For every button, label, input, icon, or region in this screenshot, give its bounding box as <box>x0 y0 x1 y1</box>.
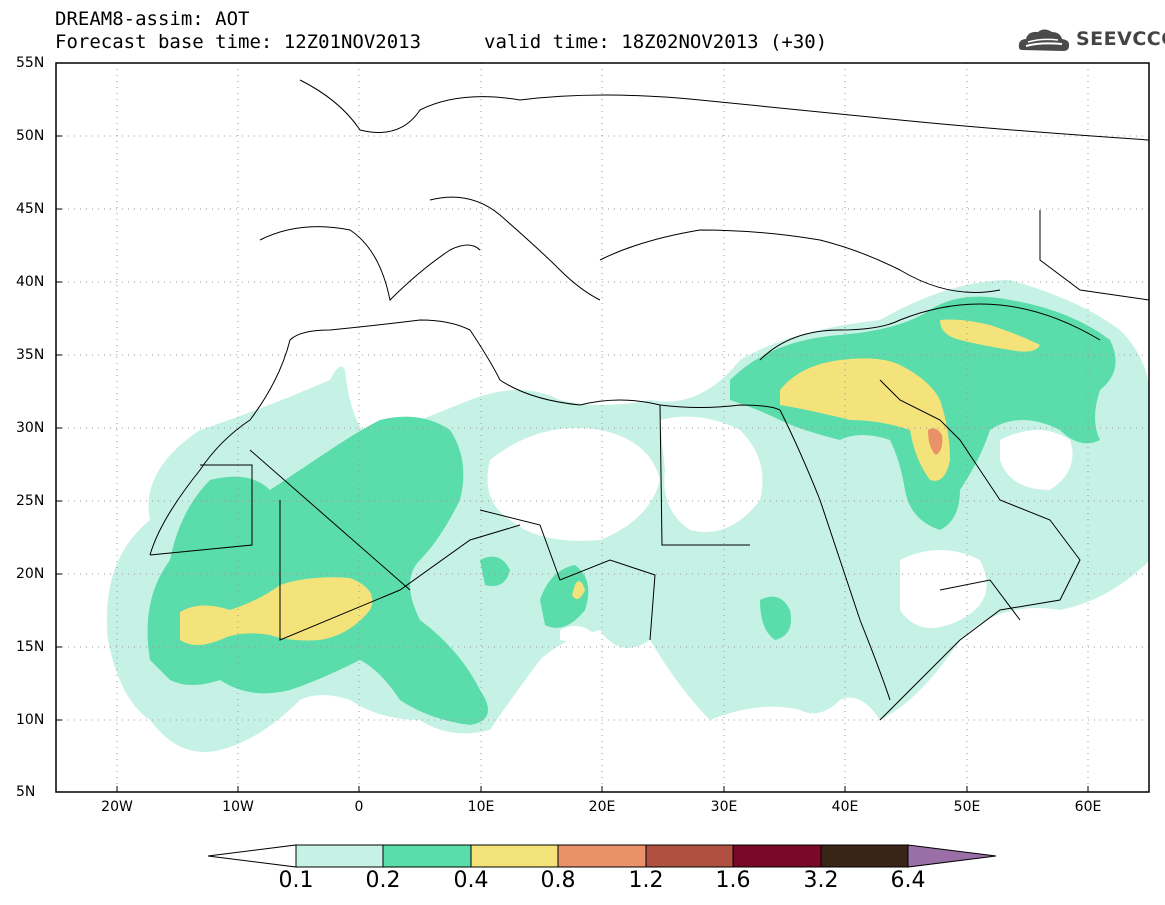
colorbar-segment-3 <box>470 844 559 868</box>
lat-label: 55N <box>16 55 45 71</box>
coastlines-and-borders <box>149 79 1149 721</box>
valid-time: valid time: 18Z02NOV2013 (+30) <box>484 31 828 53</box>
lat-label: 45N <box>16 201 45 217</box>
colorbar-label: 0.4 <box>453 868 489 893</box>
colorbar <box>207 844 997 868</box>
chart-title: DREAM8-assim: AOT <box>55 8 250 30</box>
cloud-logo-icon <box>1018 29 1070 51</box>
colorbar-label: 0.1 <box>278 868 314 893</box>
colorbar-segment-4 <box>557 844 647 868</box>
lat-label: 10N <box>16 712 45 728</box>
lat-label: 20N <box>16 566 45 582</box>
logo-text: SEEVCCC <box>1076 28 1165 50</box>
axis-ticks <box>56 135 1089 792</box>
colorbar-label: 3.2 <box>803 868 839 893</box>
colorbar-label: 6.4 <box>890 868 926 893</box>
lon-label: 60E <box>1074 799 1102 815</box>
aot-0.8-1.2-shading <box>928 428 943 455</box>
colorbar-label: 1.2 <box>628 868 664 893</box>
aot-0.4-0.8-shading <box>180 319 1040 645</box>
lon-label: 10W <box>222 799 254 815</box>
lat-label: 30N <box>16 420 45 436</box>
colorbar-segment-1 <box>295 844 384 868</box>
lon-label: 20W <box>101 799 133 815</box>
colorbar-under-arrow <box>207 844 297 868</box>
lat-label: 40N <box>16 274 45 290</box>
colorbar-label: 1.6 <box>715 868 751 893</box>
lon-label: 50E <box>953 799 981 815</box>
colorbar-label: 0.8 <box>540 868 576 893</box>
colorbar-over-arrow <box>907 844 997 868</box>
lat-label: 5N <box>16 784 36 800</box>
colorbar-label: 0.2 <box>365 868 401 893</box>
lon-label: 40E <box>831 799 859 815</box>
colorbar-segment-2 <box>382 844 472 868</box>
lat-label: 25N <box>16 493 45 509</box>
lon-label: 0 <box>354 799 364 815</box>
colorbar-segment-6 <box>732 844 822 868</box>
lon-label: 30E <box>710 799 738 815</box>
lon-label: 10E <box>467 799 495 815</box>
graticule <box>56 63 1149 792</box>
lat-label: 35N <box>16 347 45 363</box>
colorbar-segment-5 <box>645 844 734 868</box>
colorbar-segment-7 <box>820 844 909 868</box>
lat-label: 15N <box>16 639 45 655</box>
lon-label: 20E <box>588 799 616 815</box>
aot-clear-areas <box>487 416 1073 642</box>
lat-label: 50N <box>16 128 45 144</box>
forecast-base-time: Forecast base time: 12Z01NOV2013 <box>55 31 422 53</box>
